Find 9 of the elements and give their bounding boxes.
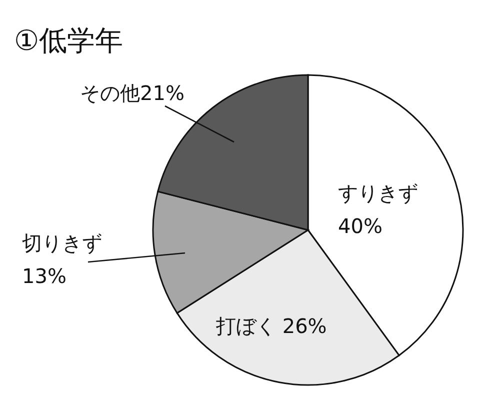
slice-label: 打ぼく [216, 314, 276, 338]
data-label: 26% [282, 314, 327, 338]
slice-label: 切りきず [22, 231, 102, 255]
data-label: 21% [140, 81, 184, 105]
slice-label: すりきず [338, 181, 418, 205]
data-label: 40% [338, 214, 382, 238]
chart-title: ①低学年 [14, 24, 124, 57]
data-label: 13% [22, 264, 66, 288]
slice-label: その他 [80, 81, 140, 105]
